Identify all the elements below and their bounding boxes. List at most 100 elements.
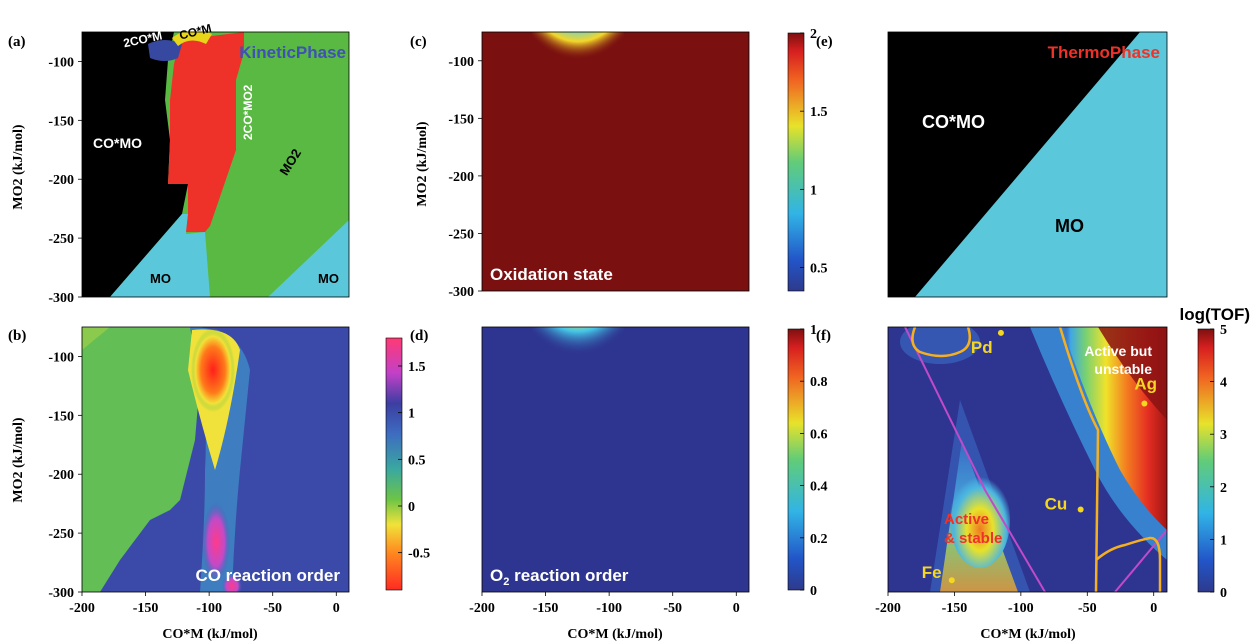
panel-f: Pd Ag Cu Fe Active but unstable Active & st… xyxy=(816,305,1250,642)
colorbar-tick-label: 0.2 xyxy=(810,532,828,547)
colorbar-ticks-b: 1.5 1 0.5 0 -0.5 xyxy=(398,360,430,562)
y-tick-label: -250 xyxy=(48,527,74,542)
panel-b: CO reaction order (b) -100 -150 -200 -250 -3… xyxy=(8,326,430,642)
colorbar-tick-label: 4 xyxy=(1220,376,1227,391)
frame-c xyxy=(481,31,750,292)
colorbar-tick-label: 1 xyxy=(810,323,817,338)
x-tick-label: 0 xyxy=(333,601,340,616)
y-axis-label-c: MO2 (kJ/mol) xyxy=(415,121,430,206)
x-axis-label-b: CO*M (kJ/mol) xyxy=(162,627,258,642)
colorbar-tick-label: 1.5 xyxy=(810,105,828,120)
panel-letter-d: (d) xyxy=(410,328,428,344)
stability-line-1-f xyxy=(904,327,1046,592)
panel-letter-b: (b) xyxy=(8,328,26,344)
frame-f xyxy=(887,326,1168,593)
colorbar-ticks-d: 1 0.8 0.6 0.4 0.2 0 xyxy=(800,323,828,599)
x-tick-label: -150 xyxy=(133,601,159,616)
field-d xyxy=(482,327,749,592)
x-tick-label: -150 xyxy=(533,601,559,616)
colorbar-tick-label: 0.4 xyxy=(810,480,828,495)
colorbar-tick-label: 1 xyxy=(408,407,415,422)
x-tick-label: -100 xyxy=(196,601,222,616)
metal-markers-f: Pd Ag Cu Fe xyxy=(922,329,1157,584)
frame-e xyxy=(887,31,1168,298)
pink-spot-b2 xyxy=(222,574,242,592)
caption-c: Oxidation state xyxy=(490,265,613,284)
region-mo-right xyxy=(268,220,349,297)
label-mo-e: MO xyxy=(1055,216,1084,236)
x-ticks-f: -200 -150 -100 -50 0 xyxy=(875,592,1157,616)
x-tick-label: 0 xyxy=(733,601,740,616)
colorbar-tick-label: 1 xyxy=(810,183,817,198)
contour-pd-f xyxy=(911,327,971,358)
y-tick-label: -250 xyxy=(448,227,474,242)
y-ticks-b: -100 -150 -200 -250 -300 xyxy=(48,350,82,601)
metal-point-cu xyxy=(1077,506,1084,513)
field-c xyxy=(482,32,749,291)
x-tick-label: -50 xyxy=(263,601,282,616)
x-axis-label-f: CO*M (kJ/mol) xyxy=(980,627,1076,642)
y-ticks-c: -100 -150 -200 -250 -300 xyxy=(448,55,482,300)
colorbar-tick-label: 0 xyxy=(408,500,415,515)
y-tick-label: -300 xyxy=(48,586,74,601)
y-axis-label-b: MO2 (kJ/mol) xyxy=(11,417,26,502)
metal-label-cu: Cu xyxy=(1045,495,1068,514)
label-co-mo-e: CO*MO xyxy=(922,112,985,132)
colorbar-tick-label: 0.8 xyxy=(810,375,828,390)
stability-line-2-f xyxy=(1114,529,1167,592)
colorbar-tick-label: 0.5 xyxy=(810,262,828,277)
panel-letter-c: (c) xyxy=(410,34,427,50)
x-tick-label: -50 xyxy=(1078,601,1097,616)
metal-point-fe xyxy=(948,577,955,584)
metal-point-pd xyxy=(997,329,1004,336)
region-co-m xyxy=(172,32,212,46)
label-mo-left: MO xyxy=(150,271,171,286)
caption-b: CO reaction order xyxy=(195,566,340,585)
colorbar-tick-label: 1.5 xyxy=(408,360,426,375)
metal-label-fe: Fe xyxy=(922,563,942,582)
annotation-active-but: Active but xyxy=(1084,343,1152,359)
panel-letter-e: (e) xyxy=(816,34,833,50)
y-tick-label: -150 xyxy=(448,112,474,127)
panel-letter-f: (f) xyxy=(816,328,831,344)
pink-spot-b xyxy=(202,502,230,582)
panel-d: O2 reaction order (d) -200 -150 -100 -50 0 C… xyxy=(410,323,828,642)
region-2co-mo2 xyxy=(168,32,244,232)
x-axis-label-d: CO*M (kJ/mol) xyxy=(567,627,663,642)
y-tick-label: -100 xyxy=(48,55,74,70)
metal-point-ag xyxy=(1141,400,1148,407)
region-co-mo xyxy=(82,32,188,297)
y-tick-label: -150 xyxy=(48,409,74,424)
y-ticks-a: -100 -150 -200 -250 -300 xyxy=(48,55,82,306)
panel-a: 2CO*M CO*M KineticPhase CO*MO 2CO*MO2 MO… xyxy=(8,21,350,306)
annotation-active: Active xyxy=(944,511,989,528)
frame-b xyxy=(81,326,350,593)
region-green-b xyxy=(82,327,200,592)
y-tick-label: -150 xyxy=(48,114,74,129)
cap-c xyxy=(532,32,624,88)
x-tick-label: -100 xyxy=(596,601,622,616)
y-tick-label: -250 xyxy=(48,232,74,247)
y-tick-label: -300 xyxy=(48,291,74,306)
x-ticks-d: -200 -150 -100 -50 0 xyxy=(469,592,740,616)
band-peak-f xyxy=(1098,327,1167,420)
tri-glow-f xyxy=(950,472,1010,568)
caption-d: O2 reaction order xyxy=(490,566,629,588)
contour-ag-f xyxy=(1058,327,1162,592)
x-tick-label: -200 xyxy=(69,601,95,616)
x-tick-label: -200 xyxy=(875,601,901,616)
colorbar-ticks-c: 2 1.5 1 0.5 xyxy=(800,27,828,277)
tint-b xyxy=(82,327,110,350)
colorbar-title-f: log(TOF) xyxy=(1180,305,1251,324)
colorbar-tick-label: 2 xyxy=(810,27,817,42)
y-tick-label: -200 xyxy=(448,170,474,185)
metal-label-ag: Ag xyxy=(1134,375,1157,394)
y-tick-label: -100 xyxy=(48,350,74,365)
label-mo-right: MO xyxy=(318,271,339,286)
x-ticks-b: -200 -150 -100 -50 0 xyxy=(69,592,340,616)
y-tick-label: -200 xyxy=(48,173,74,188)
cap-d xyxy=(532,327,624,383)
annotation-stable: & stable xyxy=(944,530,1002,547)
colorbar-tick-label: 0.5 xyxy=(408,453,426,468)
